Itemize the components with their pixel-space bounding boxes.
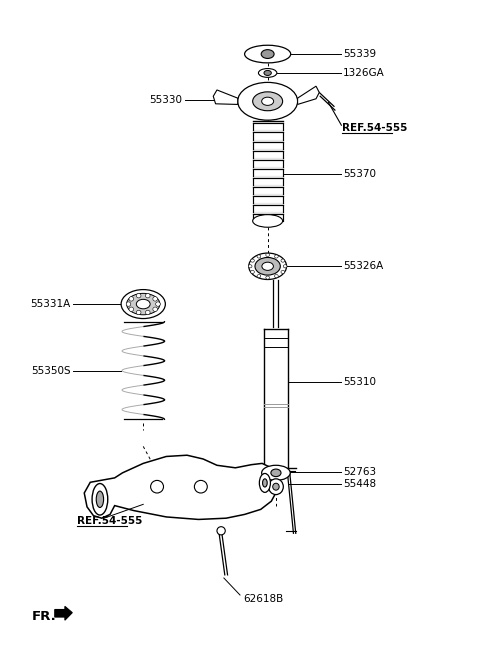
Text: 55448: 55448 [343, 479, 376, 489]
Polygon shape [55, 606, 72, 620]
Ellipse shape [275, 274, 278, 277]
Ellipse shape [92, 483, 108, 515]
Ellipse shape [281, 259, 285, 262]
Ellipse shape [145, 293, 150, 298]
Ellipse shape [257, 274, 261, 277]
Ellipse shape [261, 50, 274, 58]
Ellipse shape [129, 297, 133, 301]
Ellipse shape [251, 270, 254, 274]
Ellipse shape [136, 310, 141, 315]
Ellipse shape [273, 483, 279, 490]
Text: 55331A: 55331A [30, 299, 71, 309]
Ellipse shape [194, 480, 207, 493]
Text: 52763: 52763 [343, 466, 376, 477]
Polygon shape [84, 455, 278, 520]
Ellipse shape [275, 255, 278, 258]
Ellipse shape [281, 270, 285, 274]
Text: 55350S: 55350S [31, 366, 71, 376]
Ellipse shape [269, 479, 283, 495]
Ellipse shape [255, 257, 280, 275]
Ellipse shape [127, 293, 160, 315]
Text: 55326A: 55326A [343, 261, 384, 272]
Ellipse shape [249, 253, 287, 279]
Ellipse shape [262, 97, 274, 106]
Text: 55330: 55330 [149, 95, 182, 105]
Ellipse shape [217, 527, 225, 535]
Text: REF.54-555: REF.54-555 [77, 516, 142, 525]
Text: 1326GA: 1326GA [343, 68, 385, 78]
Ellipse shape [121, 289, 165, 319]
Ellipse shape [136, 299, 150, 309]
Polygon shape [213, 90, 238, 104]
Text: FR.: FR. [32, 610, 57, 623]
Ellipse shape [264, 70, 271, 75]
Text: 55310: 55310 [343, 377, 376, 386]
Ellipse shape [245, 45, 291, 63]
Text: 62618B: 62618B [243, 594, 283, 604]
Ellipse shape [136, 293, 141, 298]
Text: 55339: 55339 [343, 49, 376, 59]
Ellipse shape [266, 253, 269, 256]
Ellipse shape [252, 92, 283, 111]
Ellipse shape [126, 302, 131, 306]
Ellipse shape [238, 83, 298, 120]
Ellipse shape [262, 262, 274, 270]
Ellipse shape [96, 491, 104, 508]
Ellipse shape [153, 297, 157, 301]
Ellipse shape [262, 465, 290, 480]
Ellipse shape [156, 302, 160, 306]
Ellipse shape [252, 215, 283, 227]
Text: 55370: 55370 [343, 169, 376, 178]
Ellipse shape [258, 68, 277, 77]
Ellipse shape [271, 469, 281, 477]
Ellipse shape [257, 255, 261, 258]
Ellipse shape [266, 276, 269, 279]
Ellipse shape [259, 474, 270, 493]
Ellipse shape [283, 265, 287, 268]
Ellipse shape [248, 265, 252, 268]
Polygon shape [298, 86, 319, 104]
Ellipse shape [151, 480, 164, 493]
Ellipse shape [263, 479, 267, 487]
Ellipse shape [129, 307, 133, 312]
Ellipse shape [153, 307, 157, 312]
Ellipse shape [251, 259, 254, 262]
Text: REF.54-555: REF.54-555 [342, 123, 408, 133]
Ellipse shape [145, 310, 150, 315]
